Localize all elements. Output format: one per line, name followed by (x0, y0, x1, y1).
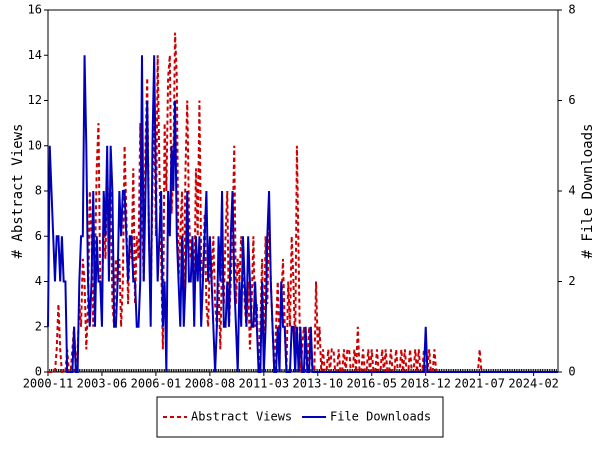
y2-tick-label: 8 (568, 3, 575, 17)
y2-tick-label: 4 (568, 184, 575, 198)
y-tick-label: 8 (35, 184, 42, 198)
y2-tick-label: 6 (568, 93, 575, 107)
y-axis-title: # Abstract Views (10, 124, 26, 259)
x-tick-label: 2018-12 (400, 377, 451, 391)
x-tick-label: 2024-02 (508, 377, 559, 391)
y-tick-label: 12 (28, 93, 42, 107)
y-tick-label: 6 (35, 229, 42, 243)
y-tick-label: 16 (28, 3, 42, 17)
x-tick-label: 2021-07 (454, 377, 505, 391)
legend-label: File Downloads (330, 410, 431, 424)
legend (156, 396, 444, 438)
x-tick-label: 2013-10 (293, 377, 344, 391)
y2-axis-title: # File Downloads (580, 124, 596, 259)
x-tick-label: 2016-05 (346, 377, 397, 391)
y2-tick-label: 0 (568, 365, 575, 379)
x-tick-label: 2000-11 (23, 377, 74, 391)
legend-label: Abstract Views (191, 410, 292, 424)
y-tick-label: 4 (35, 274, 42, 288)
x-tick-label: 2008-08 (185, 377, 236, 391)
series-line (48, 32, 558, 373)
y2-tick-label: 2 (568, 274, 575, 288)
x-tick-label: 2003-06 (77, 377, 128, 391)
y-tick-label: 2 (35, 319, 42, 333)
y-tick-label: 10 (28, 138, 42, 152)
x-tick-label: 2011-03 (239, 377, 290, 391)
y-tick-label: 14 (28, 48, 42, 62)
series-line (47, 55, 558, 373)
y-tick-label: 0 (35, 365, 42, 379)
x-tick-label: 2006-01 (131, 377, 182, 391)
